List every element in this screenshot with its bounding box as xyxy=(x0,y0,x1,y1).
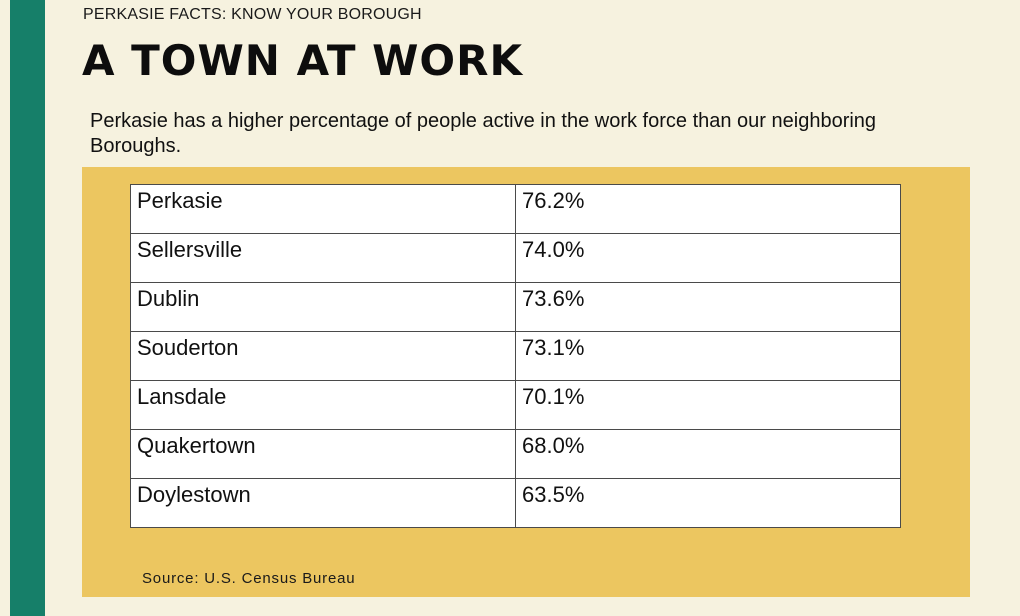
intro-text: Perkasie has a higher percentage of peop… xyxy=(90,110,877,157)
table-row: Doylestown 63.5% xyxy=(130,478,901,528)
borough-cell: Sellersville xyxy=(130,233,516,283)
percent-cell: 76.2% xyxy=(515,184,901,234)
workforce-table: Perkasie 76.2% Sellersville 74.0% Dublin… xyxy=(130,184,901,528)
percent-cell: 68.0% xyxy=(515,429,901,479)
table-row: Dublin 73.6% xyxy=(130,282,901,332)
borough-cell: Doylestown xyxy=(130,478,516,528)
table-row: Sellersville 74.0% xyxy=(130,233,901,283)
table-row: Lansdale 70.1% xyxy=(130,380,901,430)
table-row: Quakertown 68.0% xyxy=(130,429,901,479)
table-row: Perkasie 76.2% xyxy=(130,184,901,234)
borough-cell: Dublin xyxy=(130,282,516,332)
borough-cell: Perkasie xyxy=(130,184,516,234)
percent-cell: 74.0% xyxy=(515,233,901,283)
page-title: A TOWN AT WORK xyxy=(82,36,524,85)
source-note: Source: U.S. Census Bureau xyxy=(142,570,356,587)
borough-cell: Lansdale xyxy=(130,380,516,430)
borough-cell: Souderton xyxy=(130,331,516,381)
percent-cell: 70.1% xyxy=(515,380,901,430)
percent-cell: 73.6% xyxy=(515,282,901,332)
accent-side-bar xyxy=(10,0,45,616)
table-row: Souderton 73.1% xyxy=(130,331,901,381)
table-panel: Perkasie 76.2% Sellersville 74.0% Dublin… xyxy=(82,167,970,597)
borough-cell: Quakertown xyxy=(130,429,516,479)
kicker-text: PERKASIE FACTS: KNOW YOUR BOROUGH xyxy=(83,6,422,23)
percent-cell: 63.5% xyxy=(515,478,901,528)
percent-cell: 73.1% xyxy=(515,331,901,381)
